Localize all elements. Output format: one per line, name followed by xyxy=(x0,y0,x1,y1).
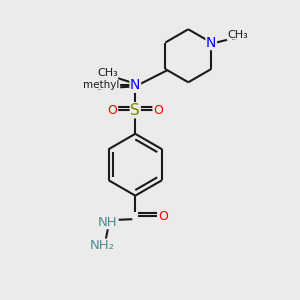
Text: methyl: methyl xyxy=(232,39,236,40)
Text: NH₂: NH₂ xyxy=(89,239,115,252)
Text: N: N xyxy=(130,78,140,92)
Text: methyl: methyl xyxy=(98,89,102,90)
Text: methyl: methyl xyxy=(83,80,120,90)
Text: CH₃: CH₃ xyxy=(97,68,118,78)
Text: O: O xyxy=(108,104,118,117)
Text: methyl: methyl xyxy=(96,84,101,85)
Text: N: N xyxy=(206,35,216,50)
Text: S: S xyxy=(130,103,140,118)
Text: NH: NH xyxy=(98,216,118,229)
Text: CH₃: CH₃ xyxy=(227,30,248,40)
Text: O: O xyxy=(158,210,168,223)
Text: O: O xyxy=(153,104,163,117)
